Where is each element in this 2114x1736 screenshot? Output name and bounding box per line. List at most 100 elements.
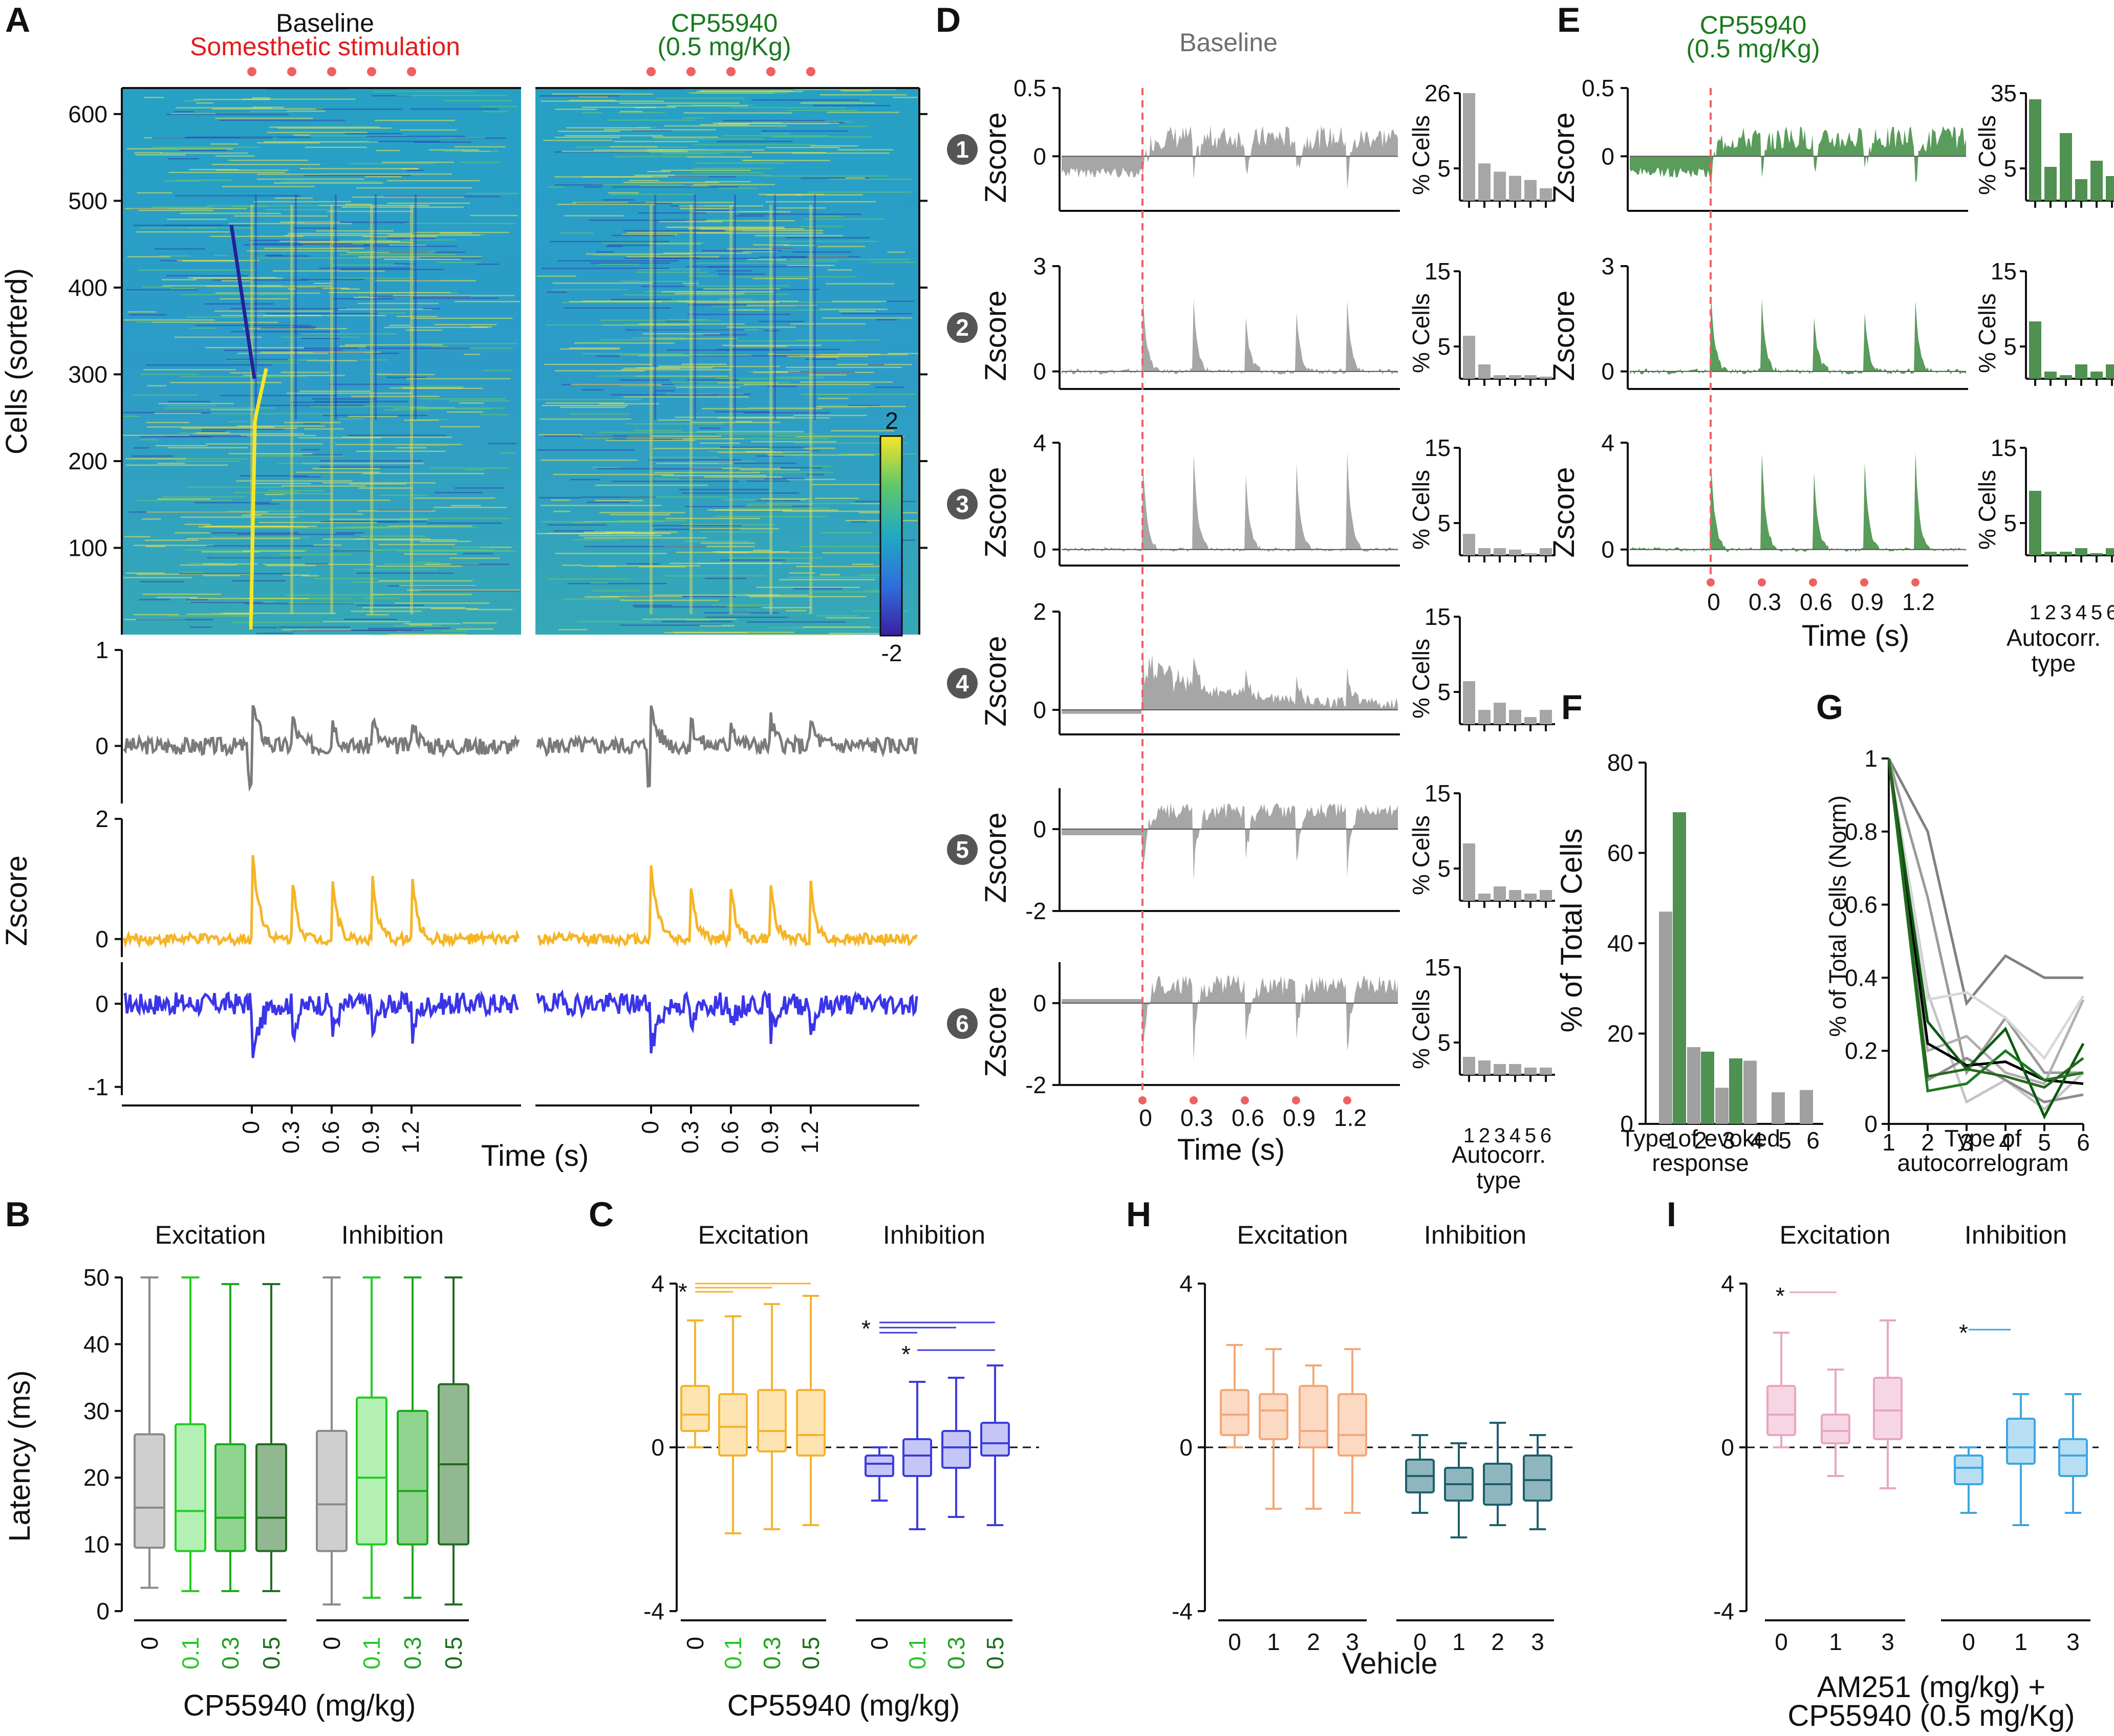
heatmap-texture [700, 90, 794, 92]
heatmap-texture [597, 375, 700, 377]
heatmap-texture [761, 498, 811, 500]
heatmap-texture [476, 264, 500, 265]
heatmap-texture [482, 111, 509, 113]
population-trace-line [123, 990, 519, 1058]
f-bar [1673, 812, 1686, 1124]
heatmap-texture [620, 385, 749, 386]
heatmap-texture [244, 244, 370, 246]
heatmap-texture [571, 384, 662, 385]
heatmap-texture [414, 561, 439, 563]
heatmap-texture [155, 445, 208, 447]
heatmap-texture [693, 467, 781, 469]
e-hist-xtick-label: 5 [2091, 601, 2102, 624]
d-hist-xtick-label: 1 [1463, 1124, 1475, 1147]
heatmap-texture [787, 110, 857, 111]
heatmap-texture [153, 146, 261, 148]
heatmap-texture [352, 581, 412, 583]
heatmap-texture [403, 387, 483, 389]
heatmap-texture [569, 100, 616, 101]
heatmap-texture [356, 604, 424, 606]
heatmap-texture [338, 418, 363, 420]
heatmap-texture [605, 440, 696, 441]
heatmap-texture [550, 241, 669, 243]
heatmap-texture [162, 496, 247, 498]
heatmap-texture [699, 427, 721, 429]
heatmap-texture [316, 108, 403, 110]
heatmap-texture [592, 184, 683, 185]
d-hist-xtick-label: 2 [1479, 1124, 1490, 1147]
box-iqr [1338, 1393, 1367, 1457]
heatmap-texture [758, 256, 807, 258]
heatmap-texture [348, 163, 436, 164]
a-time-tick-label: 1.2 [397, 1121, 424, 1154]
heatmap-texture [667, 105, 748, 107]
heatmap-texture [141, 439, 158, 441]
heatmap-texture [677, 300, 799, 302]
heatmap-texture [821, 532, 872, 534]
g-xlabel-1: Type of [1945, 1125, 2022, 1152]
heatmap-texture [747, 258, 787, 261]
hist-bar [1509, 1064, 1521, 1075]
row-badge-label: 6 [956, 1010, 969, 1037]
heatmap-stim-band [410, 205, 413, 614]
heatmap-texture [701, 408, 823, 409]
heatmap-texture [785, 366, 902, 368]
hist-ylabel: % Cells [1408, 989, 1434, 1069]
heatmap-texture [689, 355, 800, 357]
heatmap-texture [180, 516, 297, 518]
hist-bar [1463, 534, 1475, 555]
f-ytick-label: 60 [1607, 840, 1633, 866]
heatmap-texture [554, 184, 603, 186]
heatmap-texture [434, 492, 483, 493]
heatmap-texture [230, 308, 347, 310]
panel-label-d: D [936, 1, 961, 39]
a-time-tick-label: 1.2 [796, 1121, 823, 1154]
heatmap-texture [599, 319, 720, 321]
heatmap-texture [790, 258, 911, 261]
heatmap-texture [746, 621, 846, 623]
heatmap-texture [771, 136, 872, 138]
f-bar [1701, 1051, 1714, 1124]
hist-bar [1524, 180, 1537, 201]
heatmap-texture [701, 250, 783, 252]
heatmap-texture [194, 502, 270, 504]
heatmap-texture [713, 551, 790, 553]
heatmap-texture [683, 112, 792, 114]
stim-dot [367, 67, 376, 76]
d-ylabel: Zscore [979, 112, 1012, 203]
heatmap-texture [420, 590, 520, 592]
heatmap-texture [582, 353, 684, 355]
heatmap-texture [312, 398, 376, 400]
heatmap-texture [734, 215, 765, 217]
box-ytick-label: -4 [643, 1598, 664, 1624]
hist-bar [1478, 364, 1491, 379]
heatmap-texture [796, 436, 905, 438]
heatmap-texture [303, 423, 321, 425]
heatmap-texture [794, 442, 908, 444]
heatmap-texture [627, 563, 660, 565]
heatmap-texture [342, 437, 452, 438]
heatmap-texture [887, 251, 905, 253]
heatmap-cp55940 [535, 88, 919, 636]
heatmap-texture [793, 415, 867, 416]
heatmap-texture [766, 147, 840, 148]
heatmap-texture [809, 374, 847, 376]
heatmap-texture [586, 253, 691, 255]
heatmap-texture [357, 510, 436, 512]
box-xtick-label: 0.1 [177, 1637, 204, 1669]
heatmap-texture [201, 551, 260, 553]
heatmap-texture [651, 525, 742, 527]
heatmap-texture [314, 283, 331, 284]
heatmap-texture [175, 532, 211, 534]
heatmap-texture [699, 625, 735, 626]
heatmap-texture [547, 524, 607, 526]
box-xtick-label: 0.3 [399, 1637, 426, 1669]
heatmap-texture [209, 413, 335, 415]
sig-star: * [1776, 1283, 1785, 1309]
heatmap-texture [766, 503, 865, 504]
heatmap-texture [260, 327, 315, 329]
e-title-2: (0.5 mg/Kg) [1686, 34, 1820, 63]
heatmap-texture [598, 264, 639, 265]
group-title: Excitation [1237, 1221, 1348, 1249]
heatmap-texture [733, 345, 787, 347]
